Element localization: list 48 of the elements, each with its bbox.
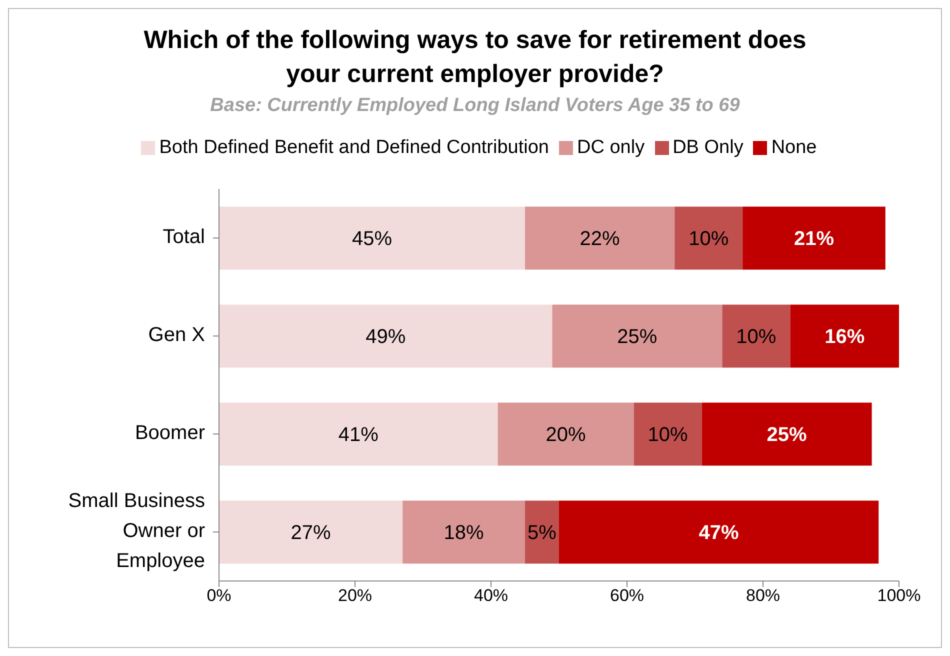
bar — [219, 402, 498, 466]
y-tick-label: Gen X — [148, 324, 205, 346]
bar — [498, 402, 634, 466]
data-label: 16% — [824, 326, 865, 348]
legend-label: Both Defined Benefit and Defined Contribution — [159, 137, 549, 158]
legend-label: None — [771, 137, 817, 158]
y-tick-label: Total — [162, 226, 205, 248]
legend-label: DB Only — [672, 137, 744, 158]
data-label: 49% — [366, 326, 406, 348]
bar — [559, 500, 879, 564]
bar — [702, 402, 872, 466]
x-tick-label: 20% — [338, 586, 372, 606]
bar — [634, 402, 702, 466]
bar — [219, 304, 552, 368]
legend-label: DC only — [577, 137, 645, 158]
bar — [219, 500, 403, 564]
data-label: 10% — [736, 326, 776, 348]
x-tick-label: 60% — [610, 586, 644, 606]
chart-subtitle: Base: Currently Employed Long Island Voters Age 35 to 69 — [209, 95, 741, 117]
data-label: 25% — [617, 326, 658, 348]
bar — [525, 500, 559, 564]
x-tick-label: 80% — [746, 586, 780, 606]
data-label: 18% — [444, 522, 484, 544]
data-label: 25% — [766, 424, 808, 446]
data-label: 27% — [290, 522, 332, 544]
data-label: 41% — [338, 424, 379, 446]
data-label: 45% — [352, 228, 392, 250]
bar — [219, 206, 525, 270]
bar — [722, 304, 790, 368]
bar — [552, 304, 722, 368]
data-label: 10% — [648, 424, 688, 446]
y-tick-label: Small Business Owner or Employee — [68, 490, 206, 572]
bar — [742, 206, 886, 270]
data-label: 47% — [698, 522, 740, 544]
bar — [402, 500, 525, 564]
chart-title: Which of the following ways to save for retirement does your current employer provide? — [142, 25, 808, 90]
data-label: 10% — [688, 228, 729, 250]
x-tick-label: 40% — [474, 586, 508, 606]
bar — [674, 206, 743, 270]
data-label: 22% — [580, 228, 620, 250]
data-label: 21% — [794, 228, 834, 250]
bar — [790, 304, 899, 368]
data-label: 20% — [546, 424, 586, 446]
bar — [525, 206, 675, 270]
data-label: 5% — [528, 522, 557, 544]
y-tick-label: Boomer — [134, 422, 206, 444]
x-tick-label: 0% — [206, 586, 232, 606]
x-tick-label: 100% — [877, 586, 921, 606]
